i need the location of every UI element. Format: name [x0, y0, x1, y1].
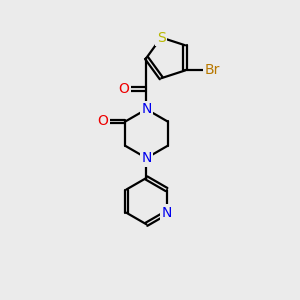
Text: N: N [141, 102, 152, 116]
Text: N: N [141, 151, 152, 165]
Text: O: O [119, 82, 130, 96]
Text: O: O [98, 115, 109, 128]
Text: N: N [161, 206, 172, 220]
Text: S: S [157, 31, 166, 44]
Text: Br: Br [204, 63, 220, 77]
